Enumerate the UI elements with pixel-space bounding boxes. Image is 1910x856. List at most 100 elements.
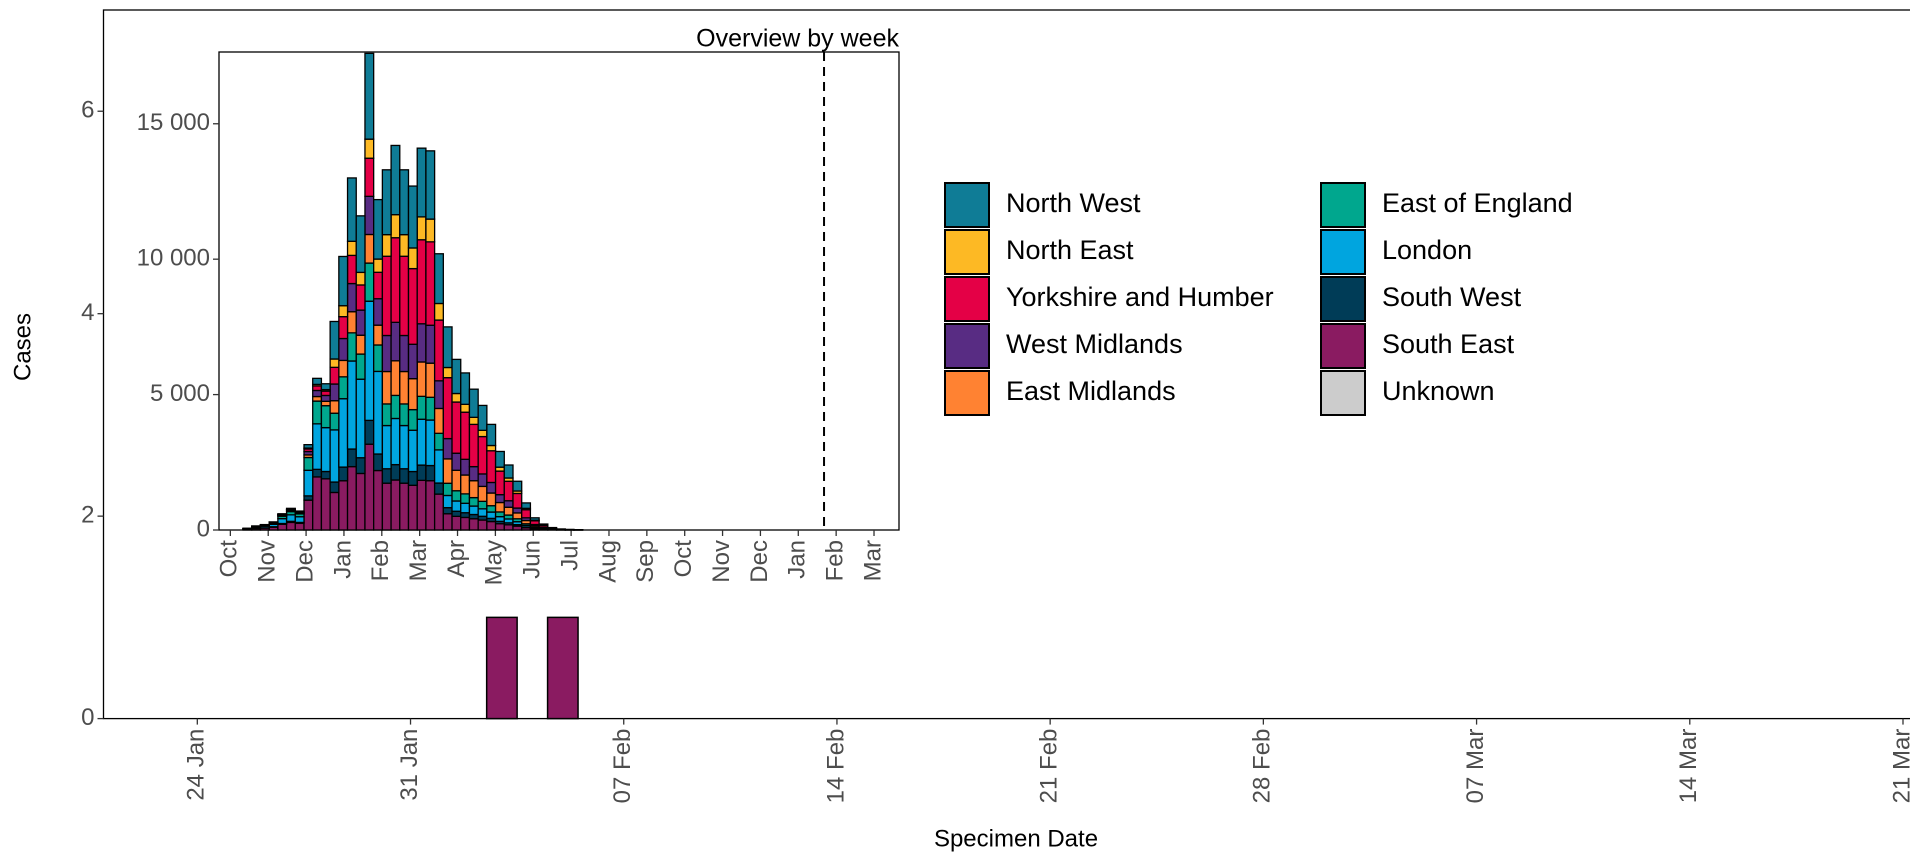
x-tick-label: Mar	[859, 540, 886, 581]
x-tick-label: Sep	[632, 540, 659, 583]
bar-segment	[416, 479, 427, 531]
bar-segment	[460, 474, 471, 495]
bar-segment	[312, 385, 323, 392]
legend-key	[944, 276, 990, 322]
bar-segment	[477, 508, 488, 517]
bar-segment	[346, 282, 357, 313]
y-tick-label: 4	[81, 299, 94, 326]
bar-segment	[468, 465, 479, 482]
bar-segment	[433, 493, 444, 531]
bar-segment	[285, 521, 296, 531]
bar-segment	[294, 522, 305, 531]
bar-segment	[381, 370, 392, 405]
bar-segment	[364, 52, 375, 140]
bar-segment	[329, 481, 340, 494]
legend-label: West Midlands	[1006, 329, 1183, 359]
bar-segment	[512, 507, 523, 514]
bar-segment	[425, 396, 436, 421]
bar-segment	[320, 405, 331, 429]
bar-segment	[399, 370, 410, 405]
bar-segment	[468, 505, 479, 516]
bar-segment	[442, 494, 453, 509]
bar-segment	[512, 492, 523, 509]
x-tick-label: Jan	[329, 540, 356, 579]
bar-segment	[451, 358, 462, 395]
bar-segment	[294, 516, 305, 524]
bar-segment	[503, 500, 514, 508]
bar-segment	[338, 480, 349, 531]
bar-segment	[303, 469, 314, 497]
bar-segment	[373, 258, 384, 273]
bar-segment	[407, 408, 418, 431]
bar-segment	[486, 444, 497, 452]
bar-segment	[312, 468, 323, 478]
bar-segment	[303, 456, 314, 471]
bar-segment	[407, 247, 418, 270]
y-tick-label: 0	[197, 515, 210, 542]
bar-segment	[460, 411, 471, 460]
x-tick-label: Mar	[405, 540, 432, 581]
bar-segment	[303, 444, 314, 449]
y-axis-title: Cases	[9, 313, 36, 381]
bar-segment	[460, 493, 471, 504]
bar-segment	[486, 520, 497, 531]
bar-segment	[407, 470, 418, 486]
bar-segment	[451, 452, 462, 471]
bar-segment	[320, 470, 331, 480]
x-axis-title: Specimen Date	[934, 825, 1098, 852]
y-tick-label: 5 000	[150, 380, 210, 407]
bar-segment	[399, 482, 410, 531]
bar-segment	[355, 457, 366, 475]
bar-segment	[303, 499, 314, 531]
bar-segment	[442, 513, 453, 531]
legend-key	[944, 323, 990, 369]
bar-segment	[338, 359, 349, 378]
bar-segment	[425, 324, 436, 364]
x-tick-label: 07 Feb	[609, 729, 636, 804]
bar-segment	[425, 464, 436, 482]
legend-label: East Midlands	[1006, 376, 1176, 406]
bar-segment	[312, 377, 323, 386]
bar-segment	[433, 432, 444, 451]
bar-segment	[477, 500, 488, 510]
bar-segment	[529, 517, 540, 521]
bar-segment	[381, 233, 392, 257]
bar-segment	[468, 388, 479, 418]
legend-key	[1320, 323, 1366, 369]
bar-segment	[416, 395, 427, 420]
x-tick-label: Oct	[670, 540, 697, 578]
bar-segment	[346, 177, 357, 242]
bar-segment	[355, 353, 366, 380]
bar-segment	[390, 144, 401, 216]
bar-segment	[460, 403, 471, 413]
bar	[485, 616, 518, 720]
bar-segment	[390, 321, 401, 362]
x-tick-label: Feb	[821, 540, 848, 581]
bar-segment	[355, 271, 366, 286]
legend-label: Unknown	[1382, 376, 1495, 406]
x-tick-label: 07 Mar	[1462, 729, 1489, 804]
bar-segment	[468, 423, 479, 468]
bar-segment	[320, 390, 331, 397]
x-tick-label: Aug	[594, 540, 621, 583]
bar-segment	[294, 510, 305, 513]
bar-segment	[338, 337, 349, 362]
bar-segment	[277, 523, 288, 531]
bar-segment	[477, 404, 488, 431]
bar-segment	[494, 470, 505, 496]
bar-segment	[381, 424, 392, 470]
bar-segment	[373, 198, 384, 260]
x-tick-label: 14 Mar	[1675, 729, 1702, 804]
bar-segment	[399, 169, 410, 236]
x-tick-label: Nov	[254, 540, 281, 583]
bar-segment	[494, 450, 505, 468]
bar-segment	[320, 394, 331, 402]
bar-segment	[416, 323, 427, 363]
legend-key	[1320, 229, 1366, 275]
bar-segment	[364, 300, 375, 422]
bar-segment	[486, 423, 497, 447]
bar-segment	[503, 506, 514, 516]
bar-segment	[338, 376, 349, 400]
bar-segment	[355, 472, 366, 531]
bar-segment	[381, 403, 392, 427]
